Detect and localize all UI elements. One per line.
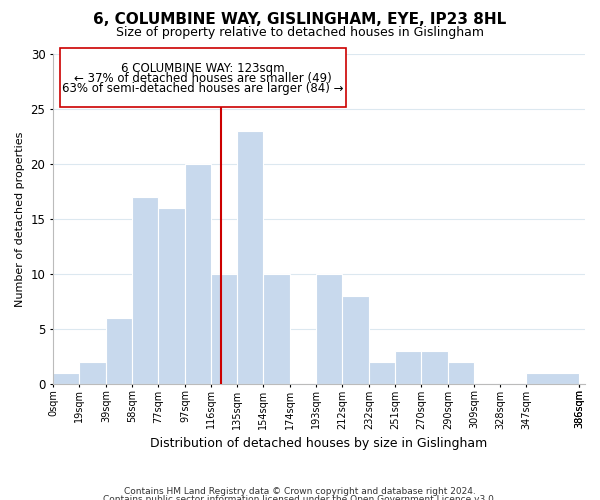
Bar [106, 318, 132, 384]
Bar [370, 362, 395, 384]
X-axis label: Distribution of detached houses by size in Gislingham: Distribution of detached houses by size … [150, 437, 488, 450]
Bar [79, 362, 106, 384]
Text: 6 COLUMBINE WAY: 123sqm: 6 COLUMBINE WAY: 123sqm [121, 62, 285, 76]
Text: ← 37% of detached houses are smaller (49): ← 37% of detached houses are smaller (49… [74, 72, 332, 85]
Bar [342, 296, 370, 384]
FancyBboxPatch shape [60, 48, 346, 106]
Bar [185, 164, 211, 384]
Bar [237, 131, 263, 384]
Bar [448, 362, 475, 384]
Bar [263, 274, 290, 384]
Bar [158, 208, 185, 384]
Bar [53, 372, 79, 384]
Text: Size of property relative to detached houses in Gislingham: Size of property relative to detached ho… [116, 26, 484, 39]
Text: 6, COLUMBINE WAY, GISLINGHAM, EYE, IP23 8HL: 6, COLUMBINE WAY, GISLINGHAM, EYE, IP23 … [94, 12, 506, 28]
Bar [395, 351, 421, 384]
Text: 63% of semi-detached houses are larger (84) →: 63% of semi-detached houses are larger (… [62, 82, 344, 95]
Bar [421, 351, 448, 384]
Bar [526, 372, 580, 384]
Text: Contains HM Land Registry data © Crown copyright and database right 2024.: Contains HM Land Registry data © Crown c… [124, 488, 476, 496]
Y-axis label: Number of detached properties: Number of detached properties [15, 131, 25, 306]
Bar [211, 274, 237, 384]
Text: Contains public sector information licensed under the Open Government Licence v3: Contains public sector information licen… [103, 495, 497, 500]
Bar [316, 274, 342, 384]
Bar [132, 197, 158, 384]
